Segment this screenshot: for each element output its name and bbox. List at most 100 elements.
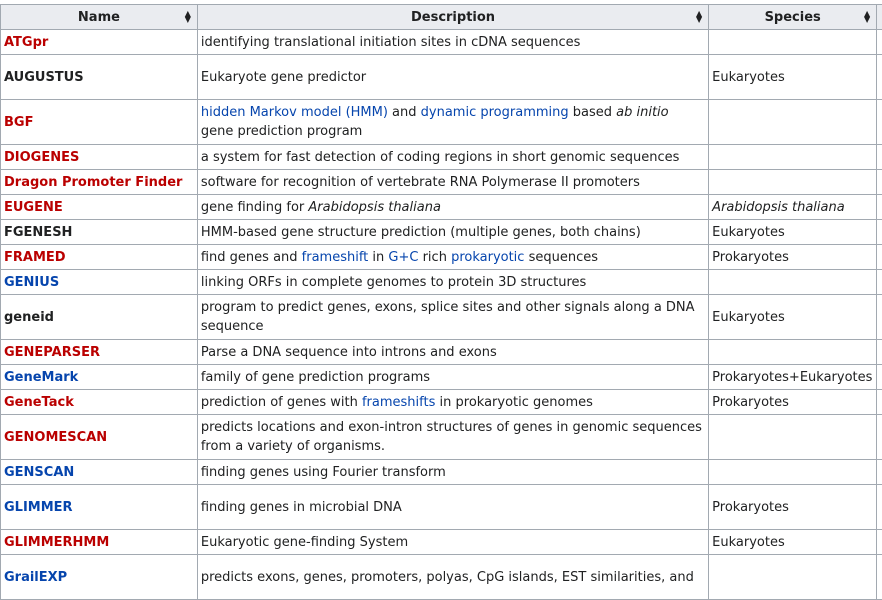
cell-name[interactable]: GENEPARSER: [1, 340, 198, 365]
description-text: in: [368, 250, 388, 265]
description-text: finding genes in microbial DNA: [201, 500, 402, 515]
species-text: Prokaryotes: [712, 500, 789, 515]
cell-description: linking ORFs in complete genomes to prot…: [197, 270, 708, 295]
header-extra[interactable]: [877, 5, 882, 30]
cell-species: [709, 270, 877, 295]
cell-name[interactable]: DIOGENES: [1, 145, 198, 170]
sort-icon[interactable]: ▲▼: [696, 11, 702, 23]
cell-name[interactable]: GLIMMER: [1, 485, 198, 530]
species-text: Arabidopsis thaliana: [712, 200, 845, 215]
cell-extra: [877, 195, 882, 220]
cell-extra: [877, 55, 882, 100]
cell-extra: [877, 485, 882, 530]
cell-description: HMM-based gene structure prediction (mul…: [197, 220, 708, 245]
description-text: sequences: [524, 250, 598, 265]
cell-species: Arabidopsis thaliana: [709, 195, 877, 220]
description-link[interactable]: frameshift: [302, 250, 369, 265]
header-name[interactable]: Name ▲▼: [1, 5, 198, 30]
cell-name[interactable]: GrailEXP: [1, 555, 198, 600]
cell-species: Prokaryotes: [709, 390, 877, 415]
cell-extra: [877, 220, 882, 245]
cell-description: Eukaryotic gene-finding System: [197, 530, 708, 555]
cell-extra: [877, 245, 882, 270]
cell-name[interactable]: GENSCAN: [1, 460, 198, 485]
description-text: a system for fast detection of coding re…: [201, 150, 680, 165]
description-link[interactable]: frameshifts: [362, 395, 435, 410]
cell-description: prediction of genes with frameshifts in …: [197, 390, 708, 415]
cell-extra: [877, 460, 882, 485]
cell-species: [709, 340, 877, 365]
description-link[interactable]: dynamic programming: [421, 105, 569, 120]
description-text: in prokaryotic genomes: [435, 395, 593, 410]
description-text: Parse a DNA sequence into introns and ex…: [201, 345, 497, 360]
description-text: and: [388, 105, 421, 120]
cell-extra: [877, 145, 882, 170]
header-species[interactable]: Species ▲▼: [709, 5, 877, 30]
cell-name: FGENESH: [1, 220, 198, 245]
cell-name[interactable]: FRAMED: [1, 245, 198, 270]
species-text: Eukaryotes: [712, 310, 785, 325]
description-link[interactable]: hidden Markov model (HMM): [201, 105, 388, 120]
cell-name[interactable]: GeneMark: [1, 365, 198, 390]
cell-name[interactable]: EUGENE: [1, 195, 198, 220]
species-text: Eukaryotes: [712, 225, 785, 240]
cell-name[interactable]: GENIUS: [1, 270, 198, 295]
description-text: gene finding for: [201, 200, 309, 215]
header-description[interactable]: Description ▲▼: [197, 5, 708, 30]
description-text: linking ORFs in complete genomes to prot…: [201, 275, 586, 290]
description-text: predicts exons, genes, promoters, polyas…: [201, 570, 694, 585]
cell-extra: [877, 340, 882, 365]
cell-description: predicts exons, genes, promoters, polyas…: [197, 555, 708, 600]
description-link[interactable]: prokaryotic: [451, 250, 524, 265]
cell-description: find genes and frameshift in G+C rich pr…: [197, 245, 708, 270]
cell-species: Eukaryotes: [709, 530, 877, 555]
species-text: Eukaryotes: [712, 535, 785, 550]
species-text: Prokaryotes+Eukaryotes: [712, 370, 872, 385]
description-text: gene prediction program: [201, 124, 362, 139]
cell-species: Prokaryotes+Eukaryotes: [709, 365, 877, 390]
cell-species: Prokaryotes: [709, 485, 877, 530]
description-text: find genes and: [201, 250, 302, 265]
cell-description: finding genes using Fourier transform: [197, 460, 708, 485]
description-link[interactable]: G+C: [388, 250, 418, 265]
cell-description: Eukaryote gene predictor: [197, 55, 708, 100]
cell-name[interactable]: Dragon Promoter Finder: [1, 170, 198, 195]
cell-description: predicts locations and exon-intron struc…: [197, 415, 708, 460]
cell-name[interactable]: GeneTack: [1, 390, 198, 415]
cell-extra: [877, 530, 882, 555]
description-text: program to predict genes, exons, splice …: [201, 300, 695, 334]
cell-description: family of gene prediction programs: [197, 365, 708, 390]
cell-name[interactable]: GENOMESCAN: [1, 415, 198, 460]
description-text: family of gene prediction programs: [201, 370, 430, 385]
cell-species: [709, 170, 877, 195]
sort-icon[interactable]: ▲▼: [864, 11, 870, 23]
species-text: Prokaryotes: [712, 250, 789, 265]
sort-icon[interactable]: ▲▼: [185, 11, 191, 23]
cell-description: software for recognition of vertebrate R…: [197, 170, 708, 195]
cell-extra: [877, 270, 882, 295]
cell-description: hidden Markov model (HMM) and dynamic pr…: [197, 100, 708, 145]
description-text: Eukaryote gene predictor: [201, 70, 366, 85]
cell-name: AUGUSTUS: [1, 55, 198, 100]
cell-name[interactable]: ATGpr: [1, 30, 198, 55]
cell-species: Eukaryotes: [709, 55, 877, 100]
description-text: predicts locations and exon-intron struc…: [201, 420, 702, 454]
cell-extra: [877, 390, 882, 415]
cell-name[interactable]: BGF: [1, 100, 198, 145]
cell-name[interactable]: GLIMMERHMM: [1, 530, 198, 555]
cell-species: [709, 145, 877, 170]
description-text: HMM-based gene structure prediction (mul…: [201, 225, 641, 240]
cell-extra: [877, 170, 882, 195]
